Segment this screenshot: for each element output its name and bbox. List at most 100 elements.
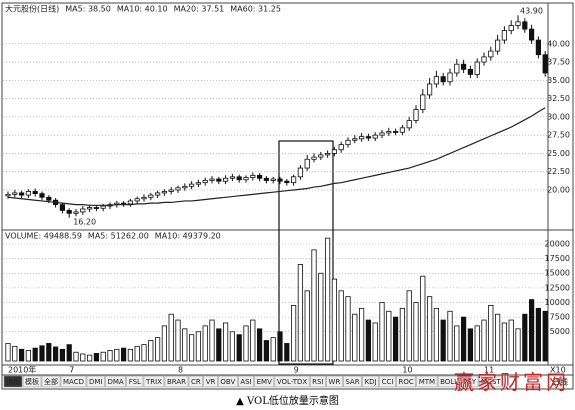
candle-body xyxy=(440,76,446,83)
volume-bar xyxy=(25,350,32,362)
tab-label[interactable]: CR xyxy=(191,378,201,386)
tab-label[interactable]: OBV xyxy=(220,378,235,386)
volume-bar xyxy=(80,353,86,362)
tab-label[interactable]: TRIX xyxy=(145,378,162,386)
candle-body xyxy=(501,30,508,41)
tab-label[interactable]: VOL-TDX xyxy=(277,378,308,386)
tab[interactable] xyxy=(326,375,343,388)
candle-body xyxy=(406,120,412,129)
tab[interactable] xyxy=(86,375,105,388)
tab[interactable] xyxy=(396,375,416,388)
tab-label[interactable]: KDJ xyxy=(365,378,377,386)
candle-body xyxy=(93,207,99,209)
tab[interactable] xyxy=(218,375,238,388)
tab[interactable] xyxy=(22,375,42,388)
volume-bar xyxy=(529,299,535,362)
volume-bar xyxy=(250,319,256,362)
tab[interactable] xyxy=(416,375,438,388)
tab-label[interactable]: DMI xyxy=(89,378,103,386)
candle-body xyxy=(454,63,460,74)
volume-bar xyxy=(168,313,174,362)
volume-bar xyxy=(134,345,140,362)
tab[interactable] xyxy=(309,375,326,388)
tab[interactable] xyxy=(362,375,379,388)
indicator: MA60: 31.25 xyxy=(230,5,281,14)
volume-bar xyxy=(59,348,66,362)
volume-bar xyxy=(331,278,338,362)
tab[interactable] xyxy=(60,375,87,388)
tab[interactable] xyxy=(379,375,396,388)
volume-bar xyxy=(277,331,283,362)
volume-bar xyxy=(535,307,542,362)
tab[interactable] xyxy=(105,375,126,388)
volume-bar xyxy=(318,272,324,362)
volume-bar xyxy=(66,344,72,362)
tab[interactable] xyxy=(203,375,218,388)
candle-body xyxy=(134,198,140,202)
tab-label[interactable]: WR xyxy=(329,378,341,386)
tab[interactable] xyxy=(143,375,165,388)
candle-body xyxy=(229,176,235,179)
tab[interactable] xyxy=(254,375,275,388)
candle-body xyxy=(542,54,548,74)
candle-body xyxy=(392,131,399,133)
ma-line xyxy=(7,107,546,206)
candle-body xyxy=(12,192,18,195)
candle-body xyxy=(311,156,317,160)
tab-label[interactable]: ROC xyxy=(398,378,413,386)
x-tick-label: 11 xyxy=(484,366,494,375)
volume-bar xyxy=(188,334,195,362)
tab[interactable] xyxy=(460,375,479,388)
tab[interactable] xyxy=(238,375,254,388)
tab-label[interactable]: RSI xyxy=(312,378,323,386)
volume-bar xyxy=(148,340,154,362)
tab[interactable] xyxy=(343,375,362,388)
tab[interactable] xyxy=(164,375,189,388)
volume-bar xyxy=(284,343,290,362)
volume-bar xyxy=(127,348,133,362)
tab[interactable] xyxy=(437,375,461,388)
candle-body xyxy=(345,139,351,146)
tab-label[interactable]: DMA xyxy=(107,378,123,386)
tab-label[interactable]: 全部 xyxy=(44,377,58,386)
tab-label[interactable]: ASI xyxy=(240,378,251,386)
volume-bar xyxy=(460,316,467,362)
y-tick-label: 30.00 xyxy=(547,112,570,121)
tab-label[interactable]: BRAR xyxy=(167,378,186,386)
tab-label[interactable]: SAR xyxy=(345,378,359,386)
panel-title: 大元股份(日线) xyxy=(5,4,59,14)
candle-body xyxy=(270,178,276,181)
y-tick-label: 25.00 xyxy=(547,149,570,158)
tab-label[interactable]: FSL xyxy=(129,378,141,386)
tab[interactable] xyxy=(41,375,61,388)
tab-label[interactable]: CCI xyxy=(382,378,394,386)
candle-body xyxy=(324,153,331,156)
candle-body xyxy=(182,185,188,189)
volume-bar xyxy=(222,322,229,362)
tab[interactable] xyxy=(188,375,204,388)
tab-label[interactable]: MACD xyxy=(63,378,84,386)
tab[interactable] xyxy=(126,375,144,388)
volume-bar xyxy=(236,334,242,362)
period-label[interactable]: 日线 xyxy=(552,377,568,387)
volume-bar xyxy=(474,325,480,362)
tab[interactable] xyxy=(3,375,23,388)
tab-label[interactable]: MTM xyxy=(419,378,435,386)
candle-body xyxy=(25,191,32,196)
candle-body xyxy=(18,192,25,196)
tab-label[interactable]: BOLL xyxy=(440,378,458,386)
volume-bar xyxy=(12,345,18,362)
tab-label[interactable]: 指标 xyxy=(6,377,20,386)
tab-label[interactable]: VR xyxy=(206,378,216,386)
panel-title: VOLUME: 49488.59 xyxy=(5,232,82,241)
tab-label[interactable]: PSY xyxy=(463,378,477,386)
volume-bar xyxy=(413,302,419,362)
tab-label[interactable]: 模板 xyxy=(25,377,39,386)
tab-label[interactable]: MCST xyxy=(481,378,501,386)
tab[interactable] xyxy=(274,375,310,388)
watermark: 赢家财富网 xyxy=(454,370,569,394)
candle-body xyxy=(529,28,535,41)
volume-bar xyxy=(243,325,249,362)
tab[interactable] xyxy=(478,375,503,388)
tab-label[interactable]: EMV xyxy=(257,378,272,386)
